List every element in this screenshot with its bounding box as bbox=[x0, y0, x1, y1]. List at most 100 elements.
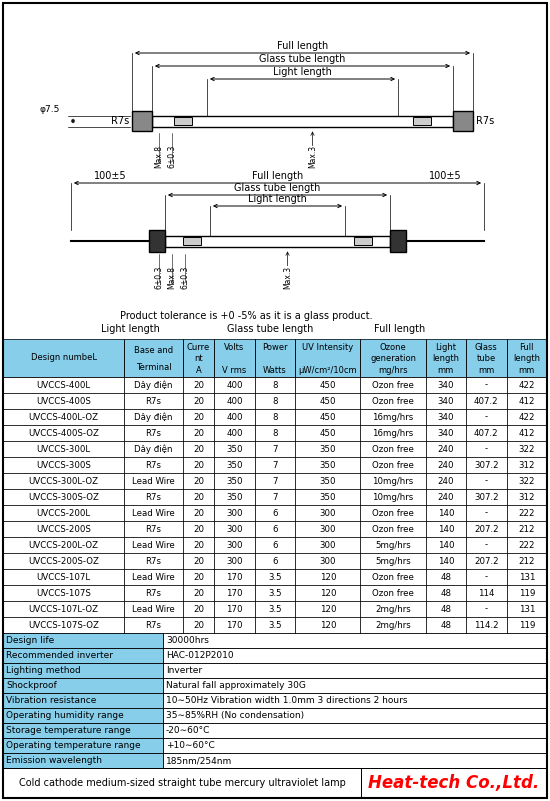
Bar bbox=[124, 441, 183, 457]
Bar bbox=[3, 409, 124, 425]
Text: Dây điện: Dây điện bbox=[134, 380, 173, 390]
Bar bbox=[3, 425, 124, 441]
Bar bbox=[295, 339, 360, 377]
Text: 350: 350 bbox=[320, 445, 336, 453]
Bar bbox=[466, 489, 507, 505]
Bar bbox=[426, 473, 466, 489]
Text: -: - bbox=[485, 605, 488, 614]
Text: 322: 322 bbox=[519, 477, 535, 485]
Bar bbox=[163, 693, 547, 708]
Bar bbox=[360, 473, 426, 489]
Bar bbox=[152, 115, 453, 127]
Bar bbox=[124, 617, 183, 633]
Text: Natural fall approximately 30G: Natural fall approximately 30G bbox=[166, 681, 306, 690]
Text: 3.5: 3.5 bbox=[268, 573, 282, 582]
Bar bbox=[149, 230, 165, 252]
Text: UVCCS-300L: UVCCS-300L bbox=[37, 445, 91, 453]
Text: Base and: Base and bbox=[134, 346, 173, 355]
Text: Emission wavelength: Emission wavelength bbox=[6, 756, 102, 765]
Bar bbox=[466, 339, 507, 377]
Text: 340: 340 bbox=[438, 380, 454, 389]
Bar bbox=[413, 117, 431, 125]
Text: 100±5: 100±5 bbox=[428, 171, 461, 181]
Text: 300: 300 bbox=[320, 557, 336, 566]
Bar bbox=[507, 339, 547, 377]
Text: 450: 450 bbox=[320, 413, 336, 421]
Bar bbox=[507, 585, 547, 601]
Bar bbox=[3, 723, 163, 738]
Text: R7s: R7s bbox=[476, 116, 494, 126]
Text: A: A bbox=[196, 365, 201, 375]
Text: 6±0.3: 6±0.3 bbox=[155, 266, 163, 289]
Text: 307.2: 307.2 bbox=[474, 493, 499, 501]
Text: 8: 8 bbox=[272, 380, 278, 389]
Bar bbox=[426, 377, 466, 393]
Bar bbox=[255, 521, 295, 537]
Bar bbox=[295, 339, 360, 377]
Bar bbox=[295, 393, 360, 409]
Bar bbox=[214, 441, 255, 457]
Text: UVCCS-400S: UVCCS-400S bbox=[36, 396, 91, 405]
Bar bbox=[3, 521, 124, 537]
Bar bbox=[124, 393, 183, 409]
Bar bbox=[183, 553, 215, 569]
Bar bbox=[466, 553, 507, 569]
Bar bbox=[295, 489, 360, 505]
Bar bbox=[426, 425, 466, 441]
Bar bbox=[507, 505, 547, 521]
Text: 6: 6 bbox=[272, 557, 278, 566]
Text: 20: 20 bbox=[193, 621, 204, 630]
Text: 6: 6 bbox=[272, 525, 278, 533]
Bar bbox=[3, 393, 124, 409]
Text: 20: 20 bbox=[193, 429, 204, 437]
Text: 120: 120 bbox=[320, 605, 336, 614]
Bar bbox=[3, 457, 124, 473]
Bar bbox=[3, 505, 124, 521]
Text: Lead Wire: Lead Wire bbox=[132, 541, 175, 549]
Text: Watts: Watts bbox=[263, 365, 287, 375]
Bar bbox=[214, 425, 255, 441]
Bar bbox=[183, 409, 215, 425]
Text: 20: 20 bbox=[193, 380, 204, 389]
Bar bbox=[183, 425, 215, 441]
Text: 3.5: 3.5 bbox=[268, 605, 282, 614]
Text: 300: 300 bbox=[320, 541, 336, 549]
Bar bbox=[360, 569, 426, 585]
Text: 300: 300 bbox=[320, 525, 336, 533]
Text: Ozone: Ozone bbox=[379, 343, 406, 352]
Bar bbox=[466, 457, 507, 473]
Bar bbox=[466, 425, 507, 441]
Text: 8: 8 bbox=[272, 429, 278, 437]
Bar bbox=[426, 521, 466, 537]
Text: Design numbeL: Design numbeL bbox=[31, 353, 97, 363]
Text: 400: 400 bbox=[226, 380, 243, 389]
Bar bbox=[466, 441, 507, 457]
Bar bbox=[124, 553, 183, 569]
Text: 140: 140 bbox=[438, 541, 454, 549]
Bar bbox=[295, 617, 360, 633]
Text: 6: 6 bbox=[272, 509, 278, 517]
Text: mm: mm bbox=[438, 365, 454, 375]
Text: 20: 20 bbox=[193, 477, 204, 485]
Text: 450: 450 bbox=[320, 429, 336, 437]
Bar bbox=[3, 693, 163, 708]
Text: Volts: Volts bbox=[224, 343, 245, 352]
Text: 20: 20 bbox=[193, 509, 204, 517]
Bar bbox=[124, 537, 183, 553]
Bar bbox=[3, 678, 163, 693]
Bar bbox=[426, 537, 466, 553]
Text: 300: 300 bbox=[226, 509, 243, 517]
Text: 350: 350 bbox=[226, 445, 243, 453]
Bar bbox=[466, 601, 507, 617]
Text: 20: 20 bbox=[193, 605, 204, 614]
Text: 340: 340 bbox=[438, 396, 454, 405]
Text: 114.2: 114.2 bbox=[474, 621, 499, 630]
Bar bbox=[214, 339, 255, 377]
Bar bbox=[255, 585, 295, 601]
Bar bbox=[3, 601, 124, 617]
Bar bbox=[183, 537, 215, 553]
Bar bbox=[426, 441, 466, 457]
Text: -: - bbox=[485, 509, 488, 517]
Bar bbox=[390, 230, 406, 252]
Text: 340: 340 bbox=[438, 429, 454, 437]
